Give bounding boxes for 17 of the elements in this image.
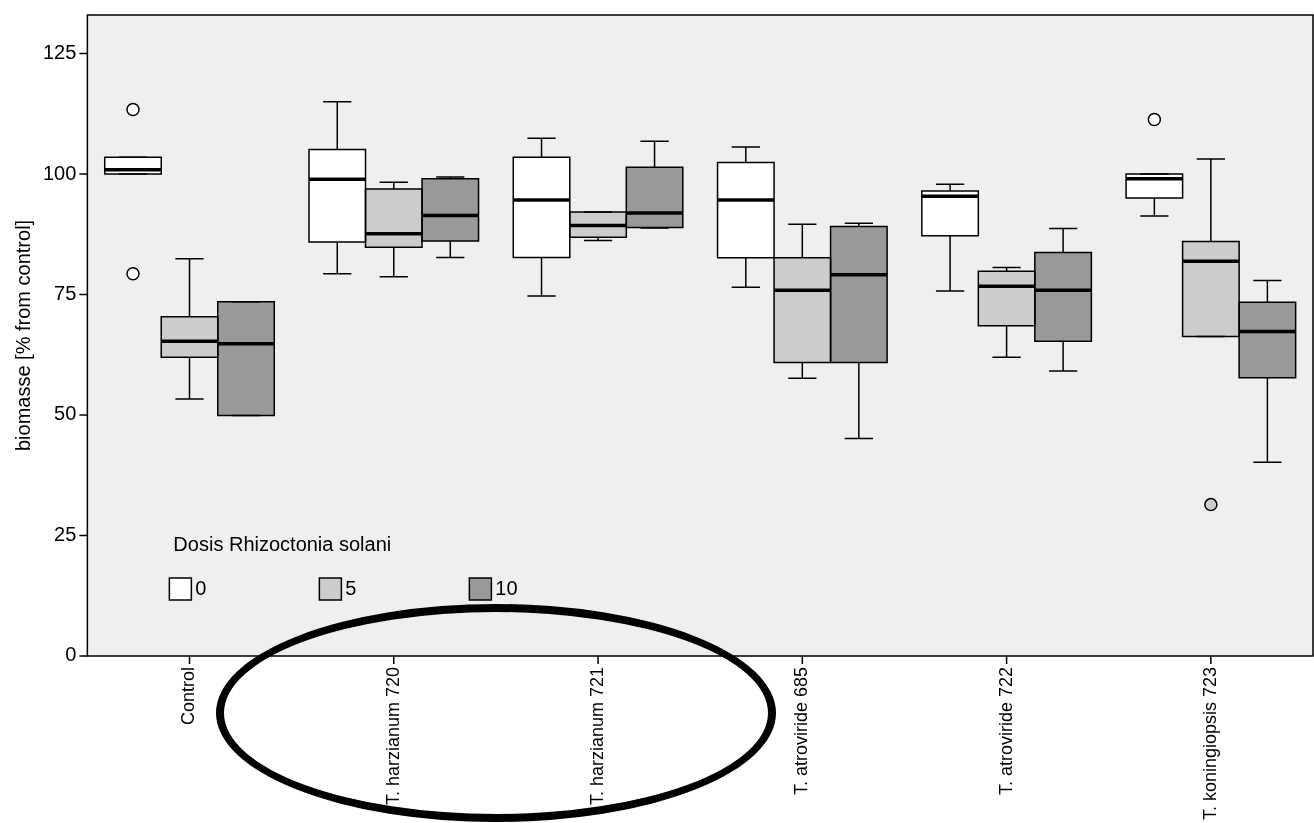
legend-label: 0 — [195, 577, 207, 600]
y-tick-label: 0 — [65, 643, 77, 666]
legend-title: Dosis Rhizoctonia solani — [173, 533, 392, 556]
y-tick-label: 125 — [42, 41, 77, 64]
x-tick-label: Control — [178, 666, 199, 725]
legend-label: 10 — [495, 577, 518, 600]
x-tick-label: T. atroviride 685 — [791, 666, 812, 795]
y-tick-label: 25 — [54, 522, 77, 545]
y-axis-title: biomasse [% from control] — [11, 219, 34, 452]
y-tick-label: 75 — [54, 282, 77, 305]
y-tick-label: 100 — [42, 161, 77, 184]
x-tick-label: T. koningiopsis 723 — [1199, 666, 1220, 821]
legend-label: 5 — [345, 577, 357, 600]
x-tick-label: T. atroviride 722 — [995, 666, 1016, 795]
x-tick-label: T. harzianum 720 — [382, 666, 403, 805]
y-tick-label: 50 — [54, 402, 77, 425]
x-tick-label: T. harzianum 721 — [587, 666, 608, 805]
